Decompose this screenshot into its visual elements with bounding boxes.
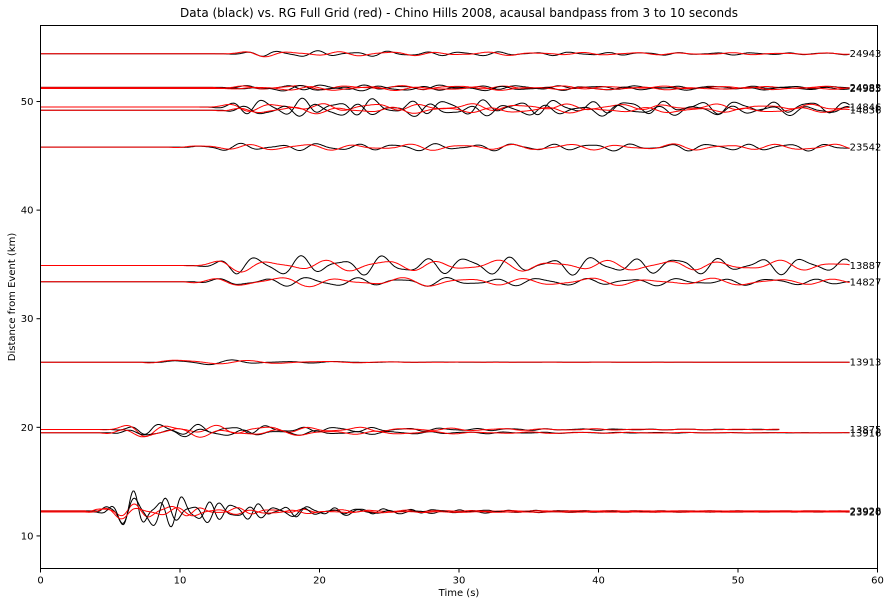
station-label: 13913 — [850, 358, 882, 369]
trace-model-14827 — [40, 277, 850, 288]
y-tick-label: 20 — [21, 423, 34, 434]
station-label: 13916 — [850, 428, 882, 439]
x-axis: 0 10 20 30 40 50 60 — [37, 568, 884, 587]
y-tick-label: 10 — [21, 531, 34, 542]
x-tick-label: 10 — [174, 576, 187, 587]
station-label: 14827 — [850, 277, 882, 288]
chart-title: Data (black) vs. RG Full Grid (red) - Ch… — [180, 6, 738, 20]
station-label: 24983 — [850, 83, 882, 94]
trace-model-23542 — [40, 143, 850, 151]
trace-model-24985 — [40, 86, 850, 91]
trace-model-23920 — [40, 507, 850, 520]
station-label: 14846 — [850, 102, 882, 113]
trace-model-13913 — [40, 359, 850, 365]
station-label: 14836 — [850, 106, 882, 117]
x-axis-title: Time (s) — [438, 588, 480, 599]
y-tick-label: 50 — [21, 97, 34, 108]
station-label: 13875 — [850, 425, 882, 436]
x-tick-label: 0 — [37, 576, 43, 587]
y-tick-label: 40 — [21, 206, 34, 217]
x-tick-label: 30 — [453, 576, 466, 587]
trace-layer — [40, 50, 850, 528]
y-tick-label: 30 — [21, 314, 34, 325]
station-label: 23920 — [850, 508, 882, 519]
trace-model-24943 — [40, 51, 850, 58]
x-tick-label: 40 — [592, 576, 605, 587]
station-label: 13887 — [850, 261, 882, 272]
station-label: 24985 — [850, 84, 882, 95]
trace-model-14836 — [40, 106, 850, 115]
trace-model-24983 — [40, 85, 850, 91]
trace-model-13887 — [40, 259, 850, 273]
station-label: 23928 — [850, 506, 882, 517]
y-axis-title: Distance from Event (km) — [7, 233, 18, 362]
station-label: 24943 — [850, 49, 882, 60]
station-label: 23542 — [850, 143, 882, 154]
x-tick-label: 50 — [732, 576, 745, 587]
trace-model-13916 — [40, 428, 850, 438]
x-tick-label: 20 — [313, 576, 326, 587]
y-axis: 10 20 30 40 50 — [21, 97, 41, 542]
x-tick-label: 60 — [871, 576, 884, 587]
trace-model-13875 — [40, 424, 780, 438]
